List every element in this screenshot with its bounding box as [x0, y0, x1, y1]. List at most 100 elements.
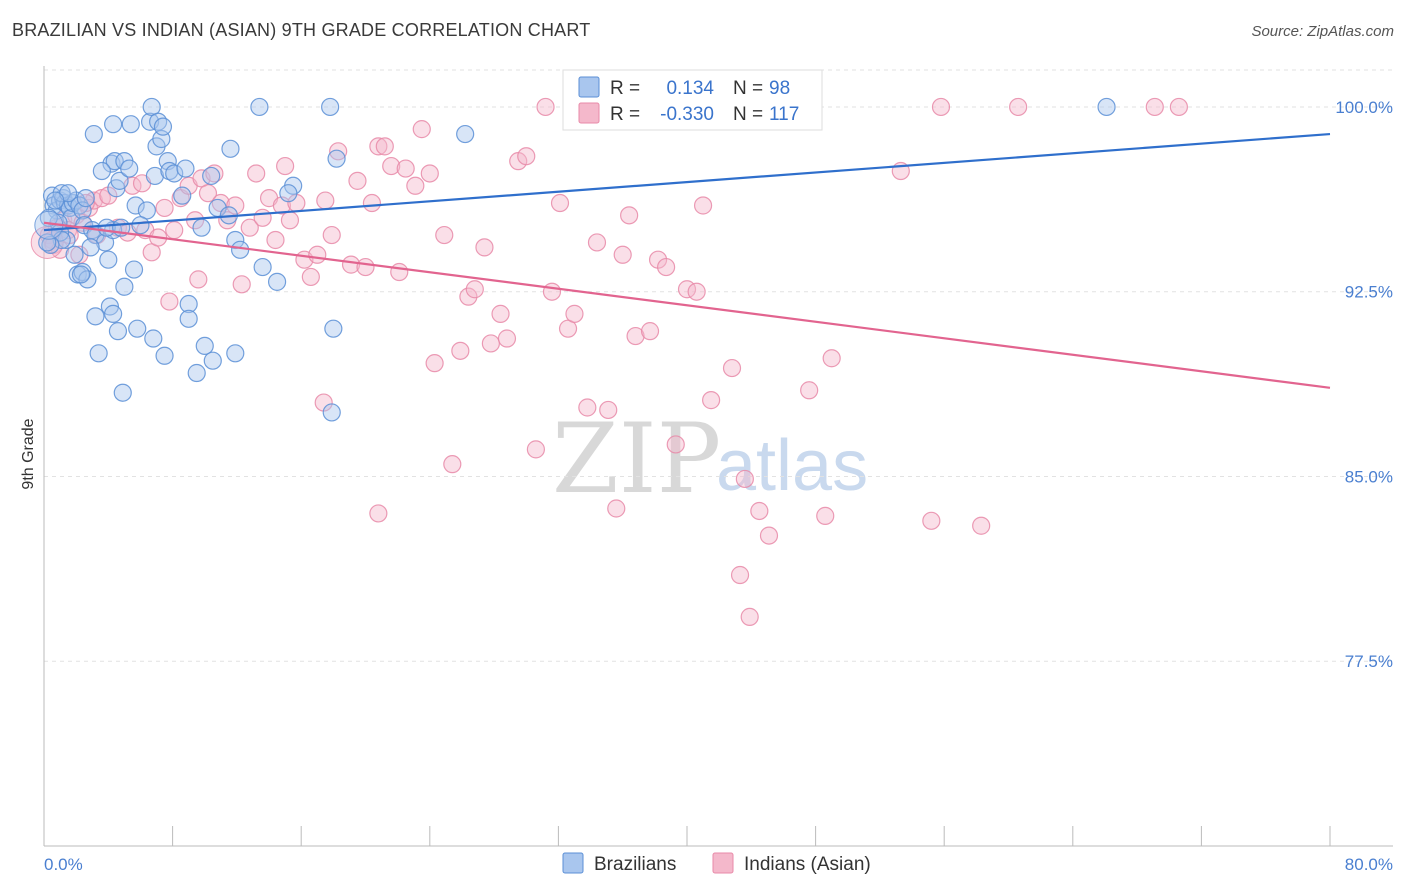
indian-point — [666, 435, 685, 454]
brazilian-point — [195, 336, 214, 356]
indian-point — [280, 211, 300, 230]
x-tick-label-min: 0.0% — [44, 855, 83, 874]
stats-legend: R = 0.134 N = 98 R = -0.330 N = 117 — [562, 69, 823, 131]
indian-point — [578, 398, 597, 417]
indian-point — [459, 287, 478, 306]
brazilian-point — [121, 115, 140, 134]
legend-r-label-2: R = — [610, 104, 640, 125]
legend-n-label-1: N = — [733, 78, 763, 99]
indian-point — [587, 233, 607, 252]
indian-point — [599, 400, 618, 420]
indian-point — [1009, 97, 1028, 117]
brazilian-point — [126, 196, 145, 215]
indian-point — [205, 164, 224, 183]
indian-point — [396, 159, 415, 178]
indian-point — [70, 245, 89, 264]
indian-point — [759, 526, 779, 545]
brazilian-point — [226, 230, 245, 250]
indian-point — [465, 280, 484, 299]
brazilian-point — [165, 164, 184, 183]
indian-point — [412, 120, 431, 139]
legend-swatch-indians — [578, 102, 600, 124]
indian-point — [425, 354, 444, 373]
y-tick-label: 85.0% — [1345, 467, 1393, 486]
brazilian-point — [253, 257, 272, 277]
brazilian-point — [70, 196, 89, 215]
brazilian-point — [81, 238, 100, 257]
indian-point — [497, 329, 517, 348]
indian-point — [165, 221, 184, 240]
brazilian-point — [105, 152, 124, 171]
y-tick-label: 92.5% — [1345, 283, 1393, 302]
indian-point — [375, 137, 394, 156]
brazilian-point — [203, 351, 222, 370]
indian-point — [620, 206, 639, 225]
brazilian-point — [327, 149, 346, 168]
brazilian-point — [99, 250, 118, 269]
y-axis-title: 9th Grade — [20, 418, 37, 489]
indian-point — [687, 282, 706, 301]
indian-point — [931, 97, 951, 117]
series-indians-asian — [30, 97, 1188, 626]
watermark-zip: ZIP — [552, 403, 721, 515]
brazilian-point — [84, 124, 103, 144]
brazilian-point — [89, 344, 108, 363]
brazilian-point — [456, 124, 475, 144]
indian-point — [626, 326, 645, 346]
indian-point — [232, 275, 251, 294]
brazilian-point — [46, 191, 65, 210]
indian-point — [536, 97, 555, 117]
legend-r-value-2: -0.330 — [660, 104, 714, 125]
legend-n-value-2: 117 — [769, 104, 799, 125]
indian-point — [362, 193, 382, 213]
indian-point — [451, 341, 470, 360]
indian-point — [550, 193, 570, 213]
indian-point — [435, 225, 454, 245]
legend-n-value-1: 98 — [769, 78, 790, 99]
indian-point — [481, 334, 500, 353]
indian-point — [613, 245, 632, 264]
indian-point — [369, 137, 388, 156]
brazilian-point — [52, 184, 71, 203]
indian-point — [740, 607, 759, 626]
indian-point — [693, 196, 713, 215]
brazilian-point — [179, 309, 198, 328]
x-tick-label-max: 80.0% — [1345, 855, 1393, 874]
legend-r-value-1: 0.134 — [666, 78, 714, 99]
legend-n-label-2: N = — [733, 104, 763, 125]
brazilian-point — [131, 216, 150, 235]
brazilian-point — [221, 139, 240, 158]
indian-point — [1145, 97, 1164, 117]
brazilian-point — [321, 97, 340, 117]
brazilian-point — [41, 235, 60, 255]
brazilian-point — [155, 346, 174, 365]
indian-point — [382, 156, 401, 176]
brazilian-point — [176, 159, 195, 178]
legend-r-label-1: R = — [610, 78, 640, 99]
indian-point — [607, 499, 626, 518]
bottom-legend-indians: Indians (Asian) — [744, 854, 871, 875]
brazilian-point — [153, 117, 173, 136]
brazilian-point — [202, 166, 221, 186]
legend-swatch-brazilians — [578, 76, 600, 98]
chart-title: BRAZILIAN VS INDIAN (ASIAN) 9TH GRADE CO… — [12, 20, 591, 40]
indian-point — [322, 225, 341, 245]
brazilian-point — [86, 307, 105, 326]
indian-point — [356, 257, 375, 277]
series-brazilians — [34, 97, 1116, 422]
indian-point — [198, 184, 218, 203]
indian-point — [640, 322, 660, 341]
bottom-swatch-indians — [712, 852, 734, 874]
brazilian-point — [226, 344, 245, 363]
watermark: ZIP atlas — [552, 403, 868, 515]
indian-point — [702, 391, 721, 410]
indian-point — [369, 504, 388, 523]
indian-point — [1169, 97, 1188, 117]
indian-point — [189, 270, 208, 289]
brazilian-point — [324, 319, 343, 338]
indian-point — [276, 156, 295, 176]
brazilian-point — [144, 329, 163, 348]
brazilian-point — [192, 218, 211, 237]
brazilian-point — [128, 319, 147, 338]
